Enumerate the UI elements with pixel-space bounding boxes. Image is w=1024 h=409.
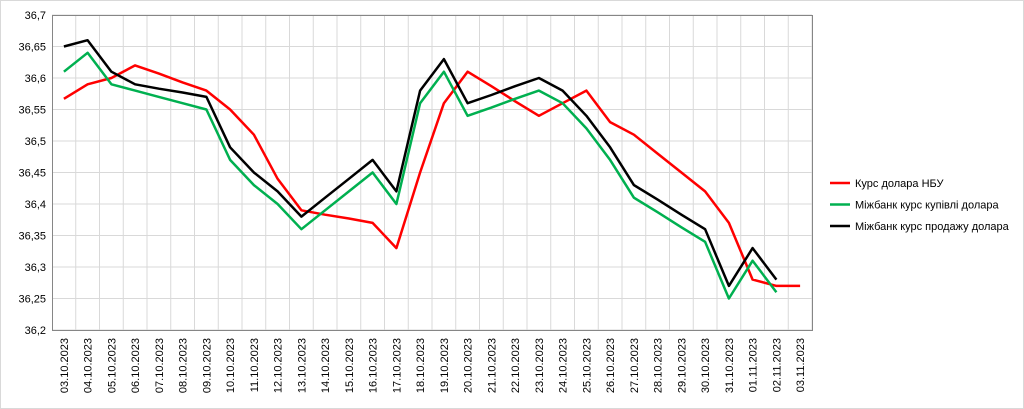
y-tick-label: 36,25 — [18, 294, 46, 306]
legend-label: Міжбанк курс продажу долара — [855, 221, 1010, 233]
y-tick-label: 36,45 — [18, 168, 46, 180]
x-tick-label: 28.10.2023 — [653, 338, 665, 393]
legend-label: Курс долара НБУ — [855, 178, 944, 190]
x-tick-label: 06.10.2023 — [130, 338, 142, 393]
x-tick-label: 16.10.2023 — [368, 338, 380, 393]
x-tick-label: 04.10.2023 — [83, 338, 95, 393]
x-tick-label: 07.10.2023 — [154, 338, 166, 393]
x-tick-label: 22.10.2023 — [510, 338, 522, 393]
x-tick-label: 17.10.2023 — [391, 338, 403, 393]
x-tick-label: 18.10.2023 — [415, 338, 427, 393]
y-tick-label: 36,65 — [18, 42, 46, 54]
series-line — [63, 51, 778, 300]
x-tick-label: 26.10.2023 — [605, 338, 617, 393]
series-line — [63, 64, 801, 288]
x-tick-label: 03.10.2023 — [59, 338, 71, 393]
x-tick-label: 08.10.2023 — [178, 338, 190, 393]
x-tick-label: 14.10.2023 — [320, 338, 332, 393]
x-tick-label: 30.10.2023 — [700, 338, 712, 393]
x-tick-label: 03.11.2023 — [795, 338, 807, 392]
y-tick-label: 36,6 — [25, 73, 46, 85]
x-tick-label: 05.10.2023 — [106, 338, 118, 393]
y-tick-label: 36,3 — [25, 262, 46, 274]
plot-border — [52, 15, 813, 331]
y-tick-label: 36,4 — [25, 199, 46, 211]
legend-label: Міжбанк курс купівлі долара — [855, 200, 999, 212]
y-tick-label: 36,2 — [25, 325, 46, 337]
x-tick-label: 19.10.2023 — [439, 338, 451, 393]
y-tick-label: 36,55 — [18, 105, 46, 117]
x-tick-label: 12.10.2023 — [273, 338, 285, 393]
x-tick-label: 20.10.2023 — [463, 338, 475, 393]
x-tick-label: 24.10.2023 — [558, 338, 570, 393]
x-tick-label: 13.10.2023 — [296, 338, 308, 393]
x-tick-label: 21.10.2023 — [486, 338, 498, 393]
x-tick-label: 27.10.2023 — [629, 338, 641, 393]
x-tick-label: 15.10.2023 — [344, 338, 356, 393]
y-tick-label: 36,5 — [25, 136, 46, 148]
x-tick-label: 02.11.2023 — [771, 338, 783, 392]
y-tick-label: 36,7 — [25, 10, 46, 22]
x-tick-label: 29.10.2023 — [676, 338, 688, 393]
x-tick-label: 25.10.2023 — [581, 338, 593, 393]
x-tick-label: 09.10.2023 — [201, 338, 213, 393]
x-tick-label: 31.10.2023 — [724, 338, 736, 393]
x-tick-label: 01.11.2023 — [748, 338, 760, 392]
x-tick-label: 10.10.2023 — [225, 338, 237, 393]
y-tick-label: 36,35 — [18, 231, 46, 243]
x-tick-label: 23.10.2023 — [534, 338, 546, 393]
x-tick-label: 11.10.2023 — [249, 338, 261, 392]
series-line — [63, 38, 778, 288]
